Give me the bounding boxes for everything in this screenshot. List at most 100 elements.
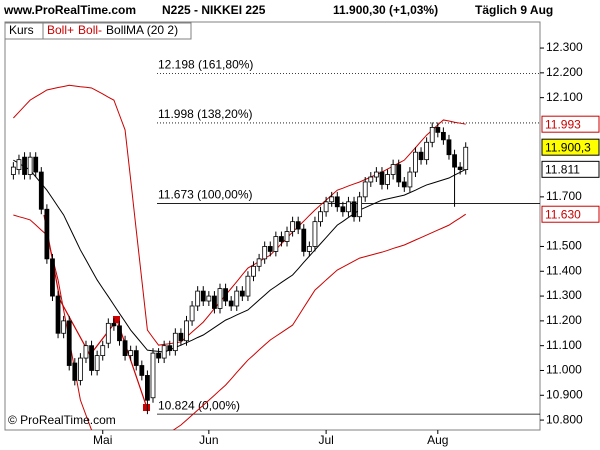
price-label-box <box>541 205 600 223</box>
price-label-box <box>541 138 600 156</box>
candle-body <box>457 166 463 170</box>
candle-body <box>334 196 340 208</box>
candle-body <box>33 156 39 173</box>
price-label-box <box>541 115 600 133</box>
candle-body <box>117 325 122 342</box>
watermark: © ProRealTime.com <box>8 413 116 427</box>
candle-body <box>44 208 50 260</box>
candle-body <box>312 221 318 247</box>
band-line <box>13 213 467 430</box>
candle-body <box>66 320 72 366</box>
candle-body <box>301 228 307 252</box>
candle-body <box>329 196 335 203</box>
candle-body <box>172 332 178 352</box>
candle-body <box>234 290 240 307</box>
level-label: 11.998 (138,20%) <box>158 107 253 121</box>
candle-body <box>89 345 94 371</box>
candle-body <box>373 171 379 178</box>
band-line <box>13 84 466 346</box>
candle-body <box>256 258 262 267</box>
candle-body <box>396 164 402 183</box>
symbol: N225 - NIKKEI 225 <box>162 3 266 17</box>
candle-body <box>16 159 22 170</box>
candle-body <box>61 320 67 334</box>
x-tick-label: Mai <box>93 433 112 447</box>
candle-body <box>290 221 296 232</box>
price-label: 11.811 <box>545 162 580 176</box>
price-label: 11.900,3 <box>545 140 591 154</box>
candle-body <box>267 246 273 252</box>
candle-body <box>379 171 385 185</box>
y-tick-label: 11.700 <box>546 189 582 203</box>
candle-body <box>178 332 184 342</box>
legend-label: Boll- <box>78 23 102 37</box>
candle-body <box>340 206 346 213</box>
candle-body <box>111 322 117 327</box>
candle-body <box>217 288 223 309</box>
candle-body <box>306 246 312 252</box>
price-label: 11.993 <box>545 117 581 131</box>
candle-body <box>228 300 234 307</box>
band-line <box>13 159 466 353</box>
candle-body <box>100 345 106 356</box>
candle-body <box>212 295 217 309</box>
candle-body <box>133 350 139 366</box>
candle-body <box>452 154 457 168</box>
candle-body <box>435 127 441 133</box>
level-label: 11.673 (100,00%) <box>158 188 253 202</box>
quote: 11.900,30 (+1,03%) <box>333 3 438 17</box>
candle-body <box>295 221 301 230</box>
candle-body <box>50 258 55 297</box>
candle-body <box>139 365 145 376</box>
candle-body <box>284 231 290 242</box>
candle-body <box>357 196 363 218</box>
candle-body <box>440 131 446 141</box>
candle-body <box>22 156 27 175</box>
candle-body <box>385 174 390 185</box>
plot-frame <box>4 21 541 431</box>
candle-body <box>323 201 329 213</box>
legend-box <box>42 22 192 40</box>
x-tick-label: Jun <box>199 433 218 447</box>
candle-body <box>105 322 111 344</box>
candle-body <box>189 305 195 322</box>
site: www.ProRealTime.com <box>3 3 136 17</box>
plot-area: 12.198 (161,80%) 11.998 (138,20%) 11.673 (… <box>10 58 540 430</box>
x-tick-label: Aug <box>427 433 448 447</box>
price-label-box <box>541 160 600 178</box>
y-tick-label: 11.400 <box>546 263 582 277</box>
anchor-marker <box>113 316 120 323</box>
y-tick-label: 11.100 <box>546 338 582 352</box>
candle-body <box>418 151 424 161</box>
level-label: 12.198 (161,80%) <box>158 58 253 72</box>
candle-body <box>223 288 228 302</box>
candle-body <box>83 345 89 359</box>
candle-body <box>407 171 413 188</box>
candle-body <box>200 290 206 302</box>
y-tick-label: 11.200 <box>546 313 582 327</box>
candle-body <box>150 352 156 399</box>
candle-body <box>262 246 268 260</box>
y-tick-label: 10.900 <box>546 387 583 401</box>
level-label: 10.824 (0,00%) <box>158 398 240 412</box>
y-tick-label: 12.100 <box>546 90 583 104</box>
candle-body <box>245 275 251 297</box>
y-tick-label: 11.000 <box>546 363 582 377</box>
legend-label: Kurs <box>9 23 34 37</box>
y-tick-label: 12.300 <box>546 40 583 54</box>
candle-body <box>128 350 134 356</box>
candle-body <box>10 166 16 175</box>
candle-body <box>368 176 374 183</box>
candle-body <box>38 171 44 210</box>
candle-body <box>27 156 33 175</box>
candle-body <box>351 201 357 218</box>
candle-body <box>167 345 173 352</box>
candle-body <box>55 295 61 334</box>
candle-body <box>161 345 167 359</box>
candle-body <box>273 236 279 252</box>
y-tick-label: 10.800 <box>546 412 583 426</box>
candle-body <box>446 139 452 156</box>
y-tick-label: 11.300 <box>546 288 582 302</box>
candle-body <box>72 362 78 381</box>
